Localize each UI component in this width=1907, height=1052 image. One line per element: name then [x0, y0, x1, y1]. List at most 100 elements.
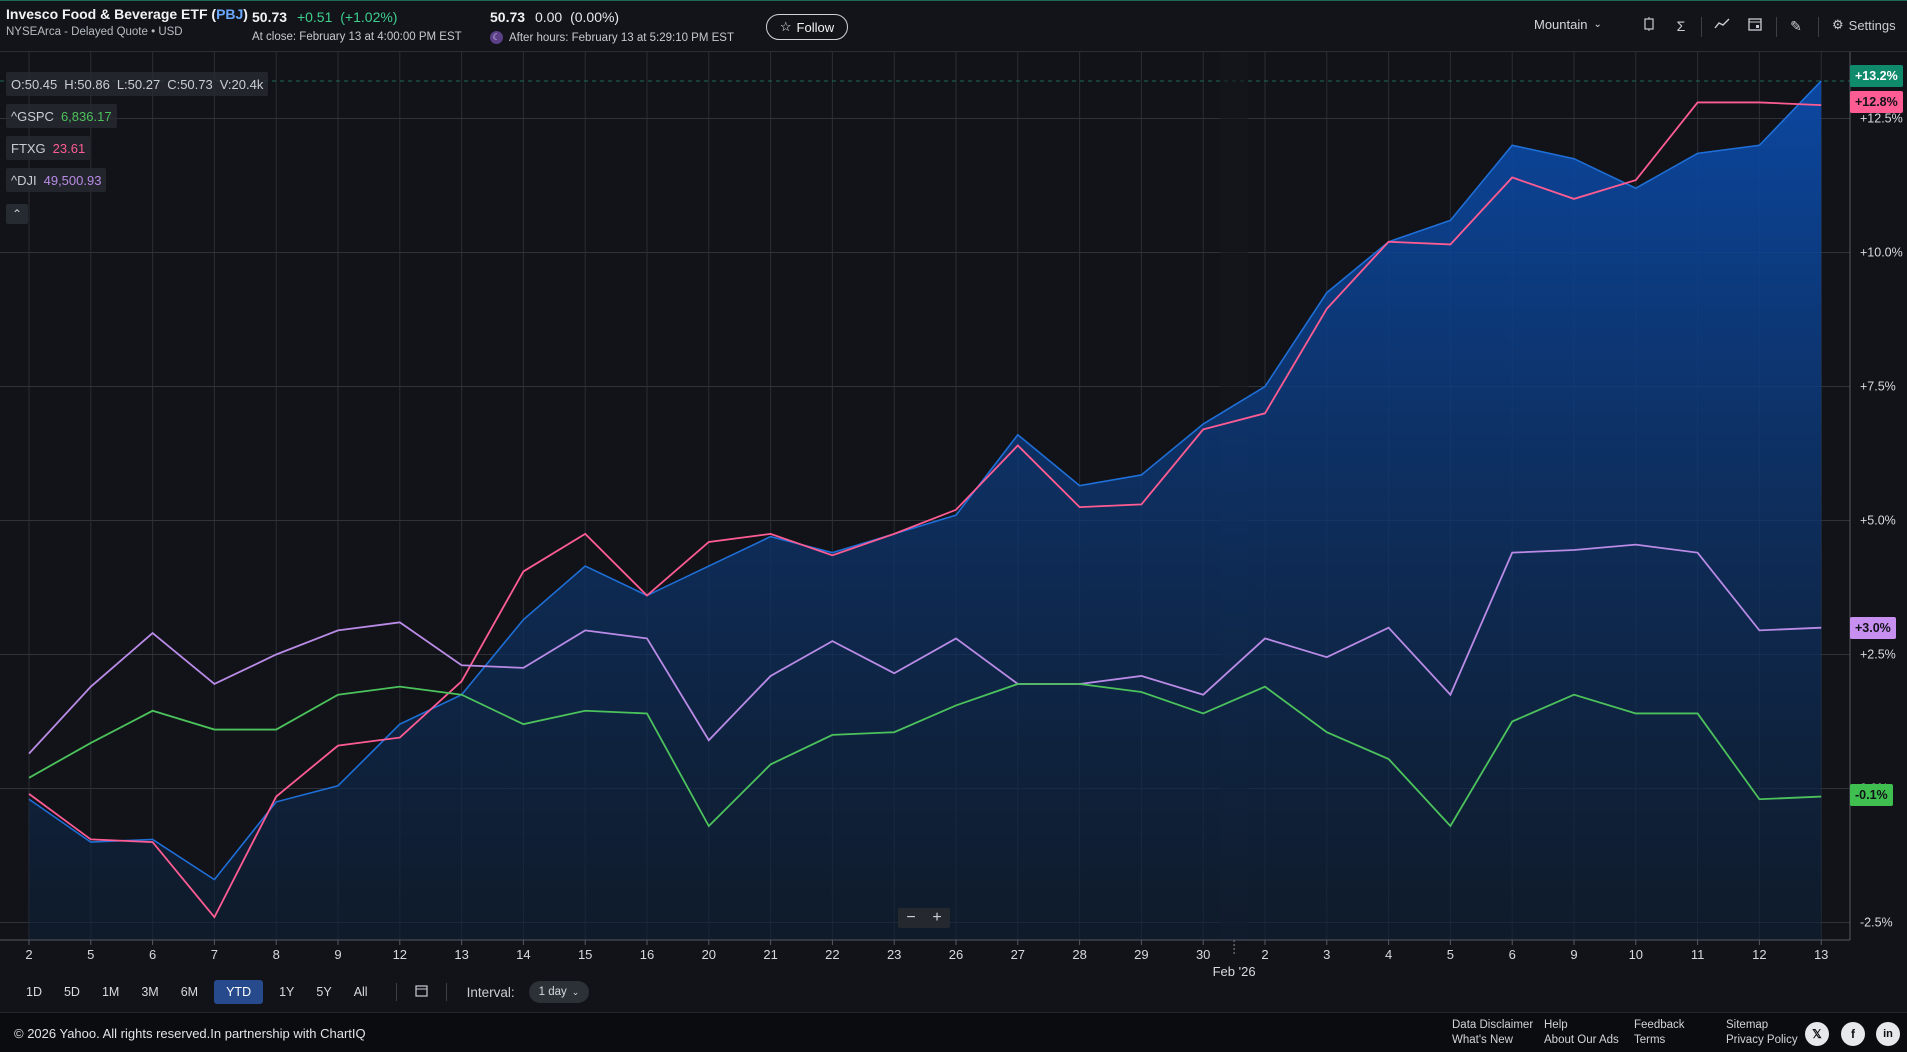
- y-tick-label: -2.5%: [1860, 916, 1893, 930]
- after-hours-quote: 50.73 0.00 (0.00%) ☾ After hours: Februa…: [490, 9, 734, 44]
- zoom-out-button[interactable]: −: [906, 909, 916, 926]
- toolbar-divider: [1818, 17, 1819, 37]
- x-tick-label: 26: [949, 947, 963, 962]
- after-hours-change: 0.00: [534, 9, 563, 25]
- range-button-1m[interactable]: 1M: [96, 980, 125, 1004]
- legend-series-gspc[interactable]: ^GSPC 6,836.17: [6, 104, 117, 128]
- legend-series-ftxg[interactable]: FTXG 23.61: [6, 136, 91, 160]
- header-bar: Invesco Food & Beverage ETF (PBJ) NYSEAr…: [0, 0, 1907, 52]
- x-tick-label: 10: [1629, 947, 1643, 962]
- chevron-down-icon: ⌄: [1593, 19, 1602, 30]
- calendar-events-icon[interactable]: [1745, 16, 1765, 36]
- zoom-in-button[interactable]: +: [932, 909, 942, 926]
- x-icon[interactable]: 𝕏: [1805, 1022, 1829, 1046]
- facebook-icon[interactable]: f: [1841, 1022, 1865, 1046]
- x-tick-label: 2: [25, 947, 32, 962]
- ohlc-volume: V:20.4k: [219, 76, 264, 92]
- calendar-icon[interactable]: [414, 984, 428, 1000]
- y-tick-label: +10.0%: [1860, 246, 1903, 260]
- footer-links-col-4: Sitemap Privacy Policy: [1726, 1018, 1798, 1048]
- x-tick-label: 6: [149, 947, 156, 962]
- star-icon: ☆: [779, 19, 792, 34]
- after-hours-time: After hours: February 13 at 5:29:10 PM E…: [509, 31, 734, 44]
- footer-link-whats-new[interactable]: What's New: [1452, 1034, 1513, 1046]
- x-tick-label: 2: [1261, 947, 1268, 962]
- legend-series-dji[interactable]: ^DJI 49,500.93: [6, 168, 107, 192]
- ohlc-high: H:50.86: [64, 76, 110, 92]
- range-button-6m[interactable]: 6M: [175, 980, 204, 1004]
- close-change-pct: (+1.02%): [340, 9, 398, 25]
- footer-link-sitemap[interactable]: Sitemap: [1726, 1019, 1769, 1031]
- trend-icon[interactable]: [1712, 16, 1732, 36]
- x-tick-label: 8: [273, 947, 280, 962]
- close-quote: 50.73 +0.51 (+1.02%) At close: February …: [252, 9, 462, 43]
- range-button-3m[interactable]: 3M: [135, 980, 164, 1004]
- range-button-all[interactable]: All: [348, 980, 374, 1004]
- ohlc-low: L:50.27: [116, 76, 161, 92]
- range-button-5d[interactable]: 5D: [58, 980, 86, 1004]
- x-tick-label: 3: [1323, 947, 1330, 962]
- x-tick-label: 14: [516, 947, 530, 962]
- footer-link-privacy[interactable]: Privacy Policy: [1726, 1034, 1798, 1046]
- x-tick-label: 27: [1011, 947, 1025, 962]
- series-line-ftxg: [28, 101, 1822, 919]
- x-tick-label: 11: [1691, 947, 1705, 962]
- x-tick-label: 30: [1196, 947, 1210, 962]
- x-tick-label: 23: [887, 947, 901, 962]
- badge-gspc: -0.1%: [1850, 784, 1893, 806]
- ohlc-open: O:50.45: [11, 76, 58, 92]
- badge-pbj: +13.2%: [1850, 65, 1903, 87]
- interval-label: Interval:: [466, 984, 515, 1000]
- footer-link-feedback[interactable]: Feedback: [1634, 1019, 1685, 1031]
- x-tick-label: 21: [763, 947, 777, 962]
- price-chart[interactable]: 2 5 6 7 8 9 12 13 14 15 16 20 21 22 23 26 27 28 29 30 2 3 4 5 6 9…: [0, 52, 1907, 978]
- range-button-1y[interactable]: 1Y: [273, 980, 300, 1004]
- series-area-pbj: [29, 80, 1822, 941]
- settings-button[interactable]: ⚙ Settings: [1832, 17, 1896, 33]
- footer-link-terms[interactable]: Terms: [1634, 1034, 1666, 1046]
- x-tick-label: 5: [87, 947, 94, 962]
- after-hours-change-pct: (0.00%): [570, 9, 620, 25]
- legend-series-name: FTXG: [11, 140, 46, 156]
- legend-series-name: ^DJI: [11, 172, 37, 188]
- x-tick-label: 29: [1134, 947, 1148, 962]
- fund-symbol: PBJ: [216, 6, 244, 22]
- x-tick-label: 9: [334, 947, 341, 962]
- footer: © 2026 Yahoo. All rights reserved.In par…: [0, 1012, 1907, 1052]
- legend-series-value: 49,500.93: [43, 172, 102, 188]
- range-button-ytd[interactable]: YTD: [214, 980, 264, 1004]
- chart-type-select[interactable]: Mountain ⌄: [1534, 17, 1602, 32]
- range-divider: [445, 983, 447, 1001]
- footer-link-about-ads[interactable]: About Our Ads: [1544, 1034, 1619, 1046]
- candle-width-icon[interactable]: [1639, 16, 1659, 36]
- x-tick-label: 16: [640, 947, 654, 962]
- range-button-5y[interactable]: 5Y: [310, 980, 337, 1004]
- interval-select[interactable]: 1 day ⌄: [528, 981, 590, 1003]
- linkedin-icon[interactable]: in: [1876, 1022, 1900, 1046]
- quote-title-block: Invesco Food & Beverage ETF (PBJ) NYSEAr…: [6, 6, 248, 38]
- chevron-up-icon: ⌃: [11, 207, 23, 221]
- series-line-gspc: [28, 683, 1822, 828]
- range-button-1d[interactable]: 1D: [20, 980, 48, 1004]
- x-tick-label: 15: [578, 947, 592, 962]
- fund-title: Invesco Food & Beverage ETF (PBJ): [6, 6, 248, 22]
- copyright-text: © 2026 Yahoo. All rights reserved.In par…: [14, 1026, 366, 1041]
- sigma-icon[interactable]: Σ: [1676, 18, 1686, 34]
- collapse-legend-button[interactable]: ⌃: [6, 204, 28, 224]
- follow-button[interactable]: ☆ Follow: [766, 14, 848, 40]
- y-tick-label: +2.5%: [1860, 648, 1896, 662]
- close-time: At close: February 13 at 4:00:00 PM EST: [252, 31, 462, 43]
- footer-link-data-disclaimer[interactable]: Data Disclaimer: [1452, 1019, 1534, 1031]
- draw-pencil-icon[interactable]: ✎: [1790, 18, 1802, 34]
- series-line-dji: [28, 543, 1822, 755]
- chevron-down-icon: ⌄: [571, 986, 580, 997]
- x-tick-label: 13: [454, 947, 468, 962]
- y-tick-label: +12.5%: [1860, 112, 1903, 126]
- footer-link-help[interactable]: Help: [1544, 1019, 1568, 1031]
- x-tick-label: 22: [825, 947, 839, 962]
- footer-links-col-2: Help About Our Ads: [1544, 1018, 1619, 1048]
- badge-ftxg: +12.8%: [1850, 91, 1903, 113]
- legend-series-name: ^GSPC: [11, 108, 54, 124]
- x-tick-label: 4: [1385, 947, 1392, 962]
